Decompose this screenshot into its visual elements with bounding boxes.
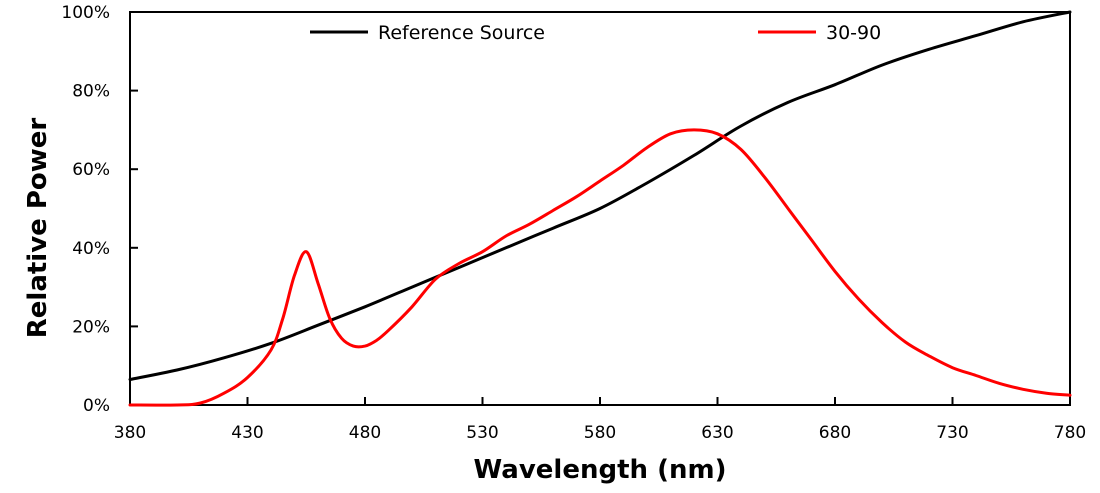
series-line-thirty-ninety [128, 128, 1072, 407]
y-axis-ticks: 0% 20% 40% 60% 80% 100% [61, 3, 138, 416]
x-tick-label: 730 [936, 423, 968, 443]
series-lines [128, 10, 1072, 407]
x-tick-label: 780 [1054, 423, 1086, 443]
x-tick-label: 680 [819, 423, 851, 443]
x-tick-label: 530 [466, 423, 498, 443]
y-tick-label: 100% [61, 3, 110, 23]
y-tick-label: 0% [83, 396, 110, 416]
y-tick-label: 80% [72, 82, 110, 102]
x-tick-label: 630 [701, 423, 733, 443]
y-tick-label: 40% [72, 239, 110, 259]
y-tick-label: 60% [72, 160, 110, 180]
x-axis-title: Wavelength (nm) [474, 455, 727, 485]
x-axis-ticks: 380 430 480 530 580 630 680 730 780 [114, 397, 1086, 443]
axis-titles: Wavelength (nm) Relative Power [23, 118, 726, 485]
x-tick-label: 380 [114, 423, 146, 443]
y-tick-label: 20% [72, 317, 110, 337]
legend-label: 30-90 [826, 22, 881, 44]
x-tick-label: 480 [349, 423, 381, 443]
x-tick-label: 430 [231, 423, 263, 443]
legend-label: Reference Source [378, 22, 545, 44]
series-line-reference-source [128, 10, 1072, 381]
x-tick-label: 580 [584, 423, 616, 443]
legend: Reference Source 30-90 [310, 22, 881, 44]
y-axis-title: Relative Power [23, 118, 53, 339]
